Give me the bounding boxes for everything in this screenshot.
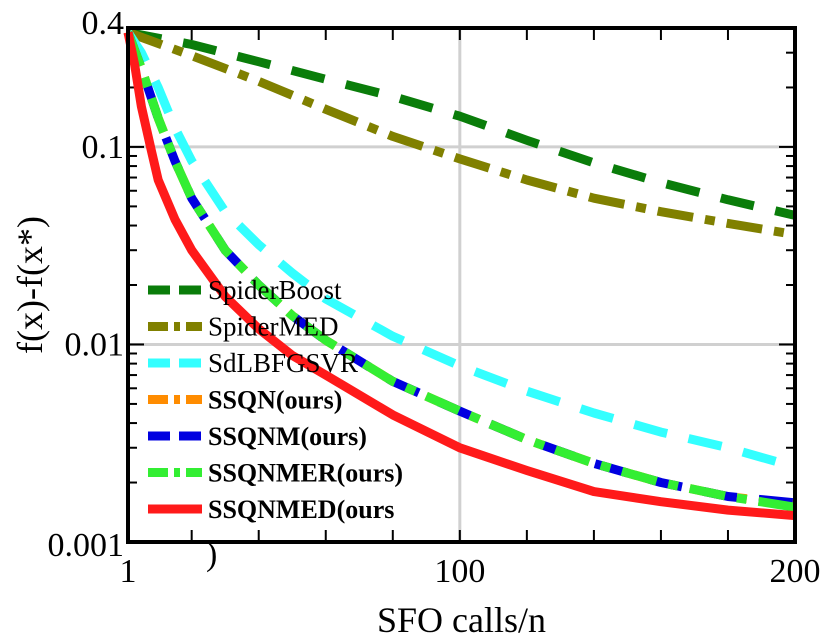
legend-label-3: SSQN(ours) [208,386,342,415]
series-line-0 [127,27,797,220]
plot-frame [126,26,797,544]
y-tick-label-3: 0.001 [48,527,125,564]
legend-label-5: SSQNMER(ours) [208,459,403,488]
legend-label-6: SSQNMED(ours [208,495,394,524]
x-tick-label-0: 1 [120,553,137,590]
series-line-2 [124,29,797,472]
legend: SpiderBoost SpiderMED SdLBFGSVR SSQN(ours) S… [148,275,403,524]
x-axis-label: SFO calls/n [377,600,546,639]
data-series [123,27,797,521]
y-tick-label-2: 0.01 [65,326,125,363]
x-tick-label-1: 100 [434,553,485,590]
legend-label-1: SpiderMED [208,312,339,342]
legend-label-4: SSQNM(ours) [208,422,367,451]
legend-label-0: SpiderBoost [208,275,342,305]
x-tick-label-2: 200 [770,553,821,590]
series-line-6 [123,31,796,521]
y-tick-label-0: 0.4 [82,5,125,42]
tick-labels: 1 100 200 0.4 0.1 0.01 0.001 [48,5,821,590]
stray-paren-text: ) [206,536,217,573]
y-tick-label-1: 0.1 [82,129,125,166]
y-axis-label: f(x)-f(x*) [10,216,50,354]
legend-label-2: SdLBFGSVR [208,348,358,378]
series-line-5 [123,30,796,512]
series-line-1 [126,28,796,240]
